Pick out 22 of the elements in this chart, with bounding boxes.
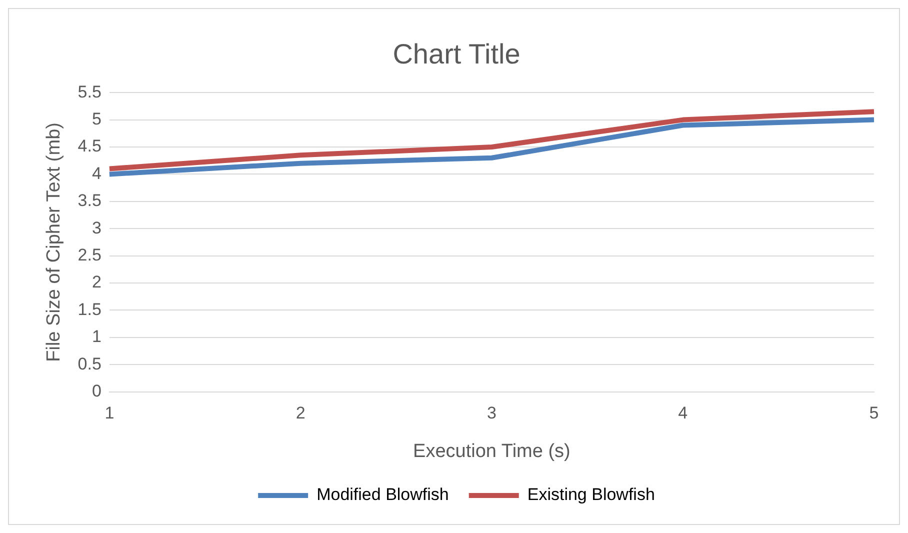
chart-title: Chart Title: [392, 38, 520, 70]
x-tick-label: 2: [296, 404, 306, 423]
x-tick-label: 4: [678, 404, 688, 423]
y-tick-label: 1.5: [78, 300, 102, 319]
y-tick-label: 4.5: [78, 136, 102, 156]
y-tick-label: 0: [92, 381, 102, 400]
y-tick-label: 2: [92, 272, 102, 292]
x-tick-label: 5: [869, 404, 879, 423]
y-tick-label: 0.5: [78, 354, 102, 374]
y-tick-label: 4: [92, 164, 102, 183]
y-tick-label: 5: [92, 109, 102, 128]
x-axis-title: Execution Time (s): [413, 440, 570, 462]
y-tick-label: 5.5: [78, 82, 102, 102]
y-tick-label: 3.5: [78, 191, 102, 210]
y-tick-label: 3: [92, 218, 102, 238]
x-tick-label: 3: [486, 404, 496, 423]
legend-label: Modified Blowfish: [316, 485, 449, 504]
legend-label: Existing Blowfish: [527, 485, 655, 504]
x-tick-label: 1: [104, 404, 114, 423]
y-axis-title: File Size of Cipher Text (mb): [44, 122, 65, 362]
y-tick-label: 2.5: [78, 245, 102, 264]
y-tick-label: 1: [92, 327, 102, 346]
